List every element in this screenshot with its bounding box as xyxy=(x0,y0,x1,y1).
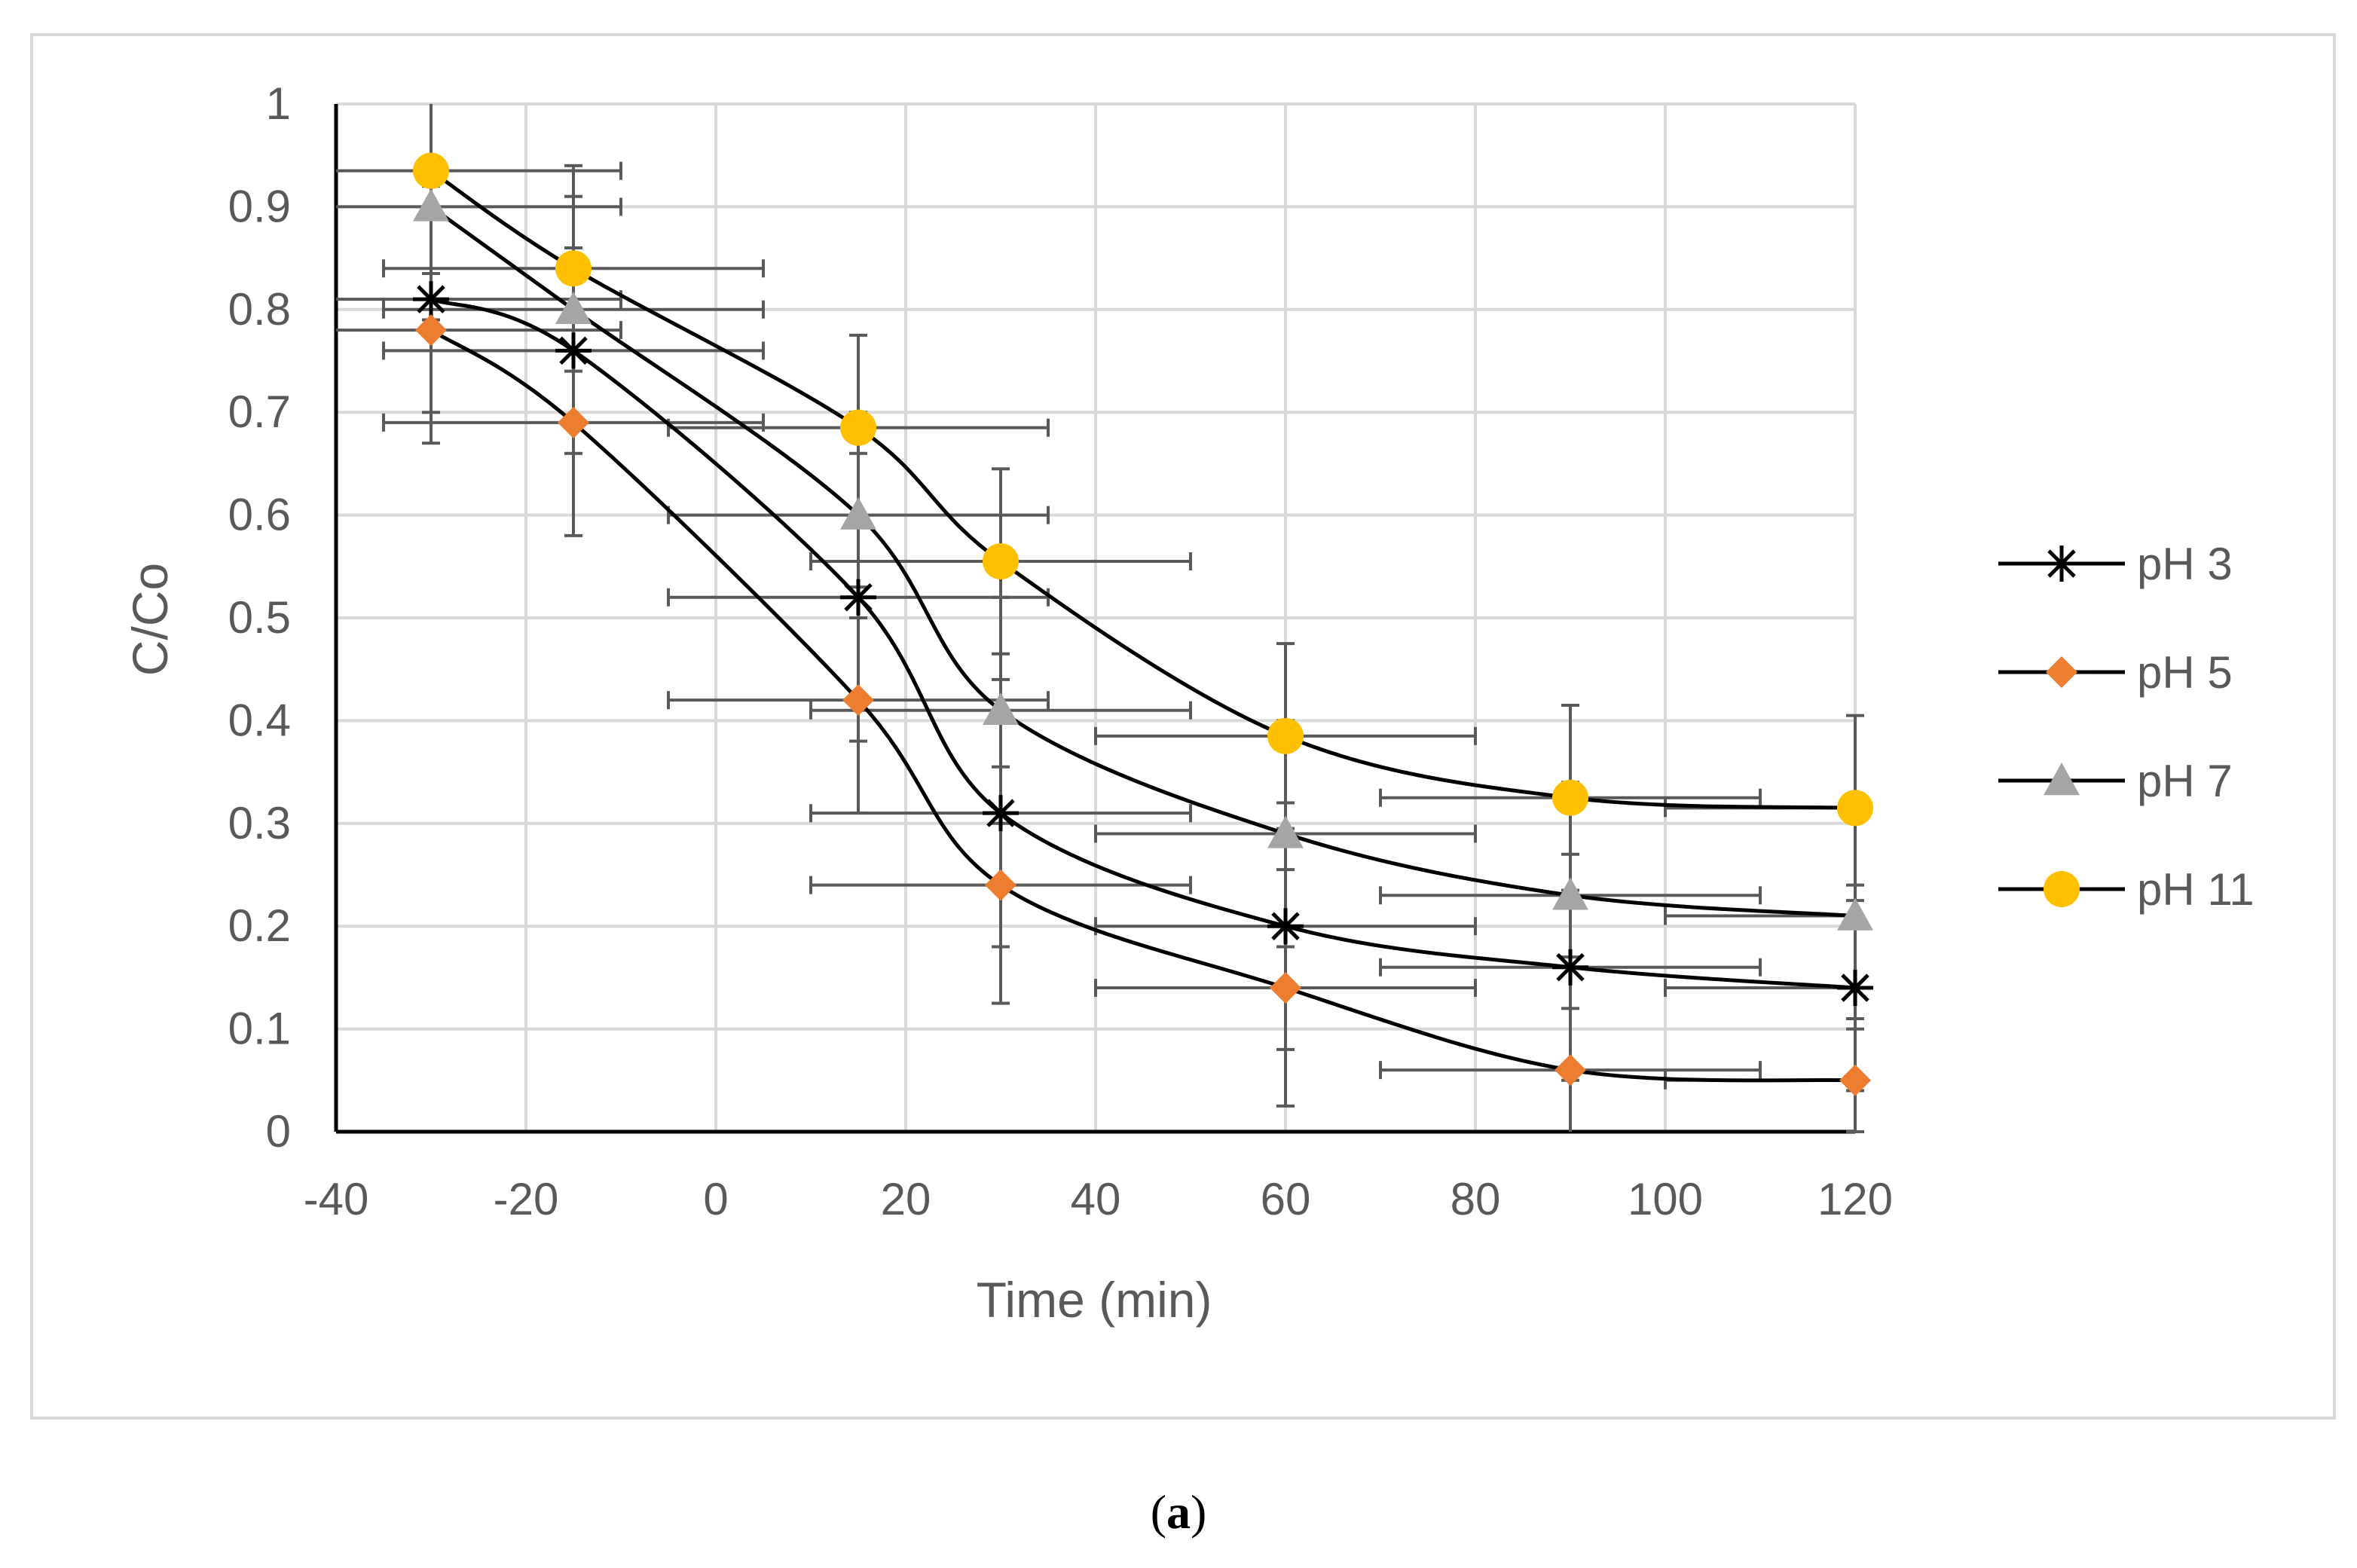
y-tick-label: 0.7 xyxy=(228,387,291,437)
series-markers xyxy=(413,152,1873,1096)
marker-ph-11 xyxy=(840,409,876,446)
y-axis-title: C/Co xyxy=(122,563,178,676)
marker-ph-5 xyxy=(1555,1054,1586,1087)
legend-marker-ph-3 xyxy=(2044,546,2080,582)
asterisk-stroke xyxy=(559,336,588,365)
y-tick-label: 0.9 xyxy=(228,181,291,231)
marker-ph-5 xyxy=(985,869,1016,901)
y-tick-label: 0.2 xyxy=(228,900,291,951)
x-tick-label: 60 xyxy=(1261,1174,1311,1224)
y-tick-label: 0.6 xyxy=(228,490,291,540)
y-tick-label: 0.5 xyxy=(228,592,291,643)
marker-ph-3 xyxy=(1837,970,1873,1007)
marker-ph-5 xyxy=(842,684,874,717)
legend-label-ph-3: pH 3 xyxy=(2137,539,2233,589)
x-tick-label: 0 xyxy=(703,1174,728,1224)
x-tick-label: 20 xyxy=(881,1174,931,1224)
y-tick-label: 1 xyxy=(266,78,291,129)
y-tick-labels: 0 0.1 0.2 0.3 0.4 0.5 0.6 0.7 0.8 0.9 1 xyxy=(228,78,291,1157)
marker-ph-11 xyxy=(1552,779,1588,816)
asterisk-stroke xyxy=(417,285,445,313)
x-tick-label: 120 xyxy=(1817,1174,1893,1224)
marker-ph-11 xyxy=(555,250,592,287)
marker-ph-7 xyxy=(413,188,449,222)
marker-ph-3 xyxy=(840,579,876,616)
caption-letter: a xyxy=(1166,1485,1191,1539)
asterisk-stroke xyxy=(1556,953,1585,982)
legend-marker-ph-5 xyxy=(2046,656,2077,688)
marker-ph-3 xyxy=(1552,949,1588,986)
marker-ph-7 xyxy=(1552,877,1588,910)
x-tick-label: 40 xyxy=(1071,1174,1121,1224)
marker-ph-7 xyxy=(1837,897,1873,931)
x-tick-label: 100 xyxy=(1628,1174,1703,1224)
caption-open-paren: ( xyxy=(1150,1485,1166,1539)
series-lines xyxy=(430,169,1856,1083)
marker-ph-11 xyxy=(983,543,1019,579)
x-tick-label: 80 xyxy=(1451,1174,1501,1224)
asterisk-stroke xyxy=(1271,912,1300,940)
marker-ph-7 xyxy=(555,291,592,324)
marker-ph-11 xyxy=(1837,790,1873,827)
y-tick-label: 0 xyxy=(266,1106,291,1157)
legend-marker-ph-11 xyxy=(2044,871,2080,907)
asterisk-stroke xyxy=(1841,974,1869,1002)
chart-frame xyxy=(30,33,2336,1420)
y-tick-label: 0.8 xyxy=(228,284,291,335)
legend-label-ph-7: pH 7 xyxy=(2137,756,2233,806)
y-tick-label: 0.4 xyxy=(228,695,291,745)
y-tick-label: 0.1 xyxy=(228,1004,291,1054)
x-tick-label: -40 xyxy=(304,1174,369,1224)
legend-label-ph-11: pH 11 xyxy=(2137,864,2255,915)
legend: pH 3 pH 5 pH 7 pH 11 xyxy=(1998,539,2255,915)
marker-ph-11 xyxy=(413,152,449,189)
marker-ph-5 xyxy=(558,406,589,439)
y-tick-label: 0.3 xyxy=(228,798,291,848)
x-tick-label: -20 xyxy=(494,1174,559,1224)
marker-ph-3 xyxy=(555,332,592,369)
marker-ph-3 xyxy=(1267,908,1304,945)
x-axis-title: Time (min) xyxy=(977,1272,1212,1328)
marker-ph-3 xyxy=(983,795,1019,832)
marker-ph-11 xyxy=(1267,717,1304,754)
legend-label-ph-5: pH 5 xyxy=(2137,647,2233,698)
series-line-ph-3 xyxy=(430,297,1856,990)
marker-ph-3 xyxy=(413,281,449,318)
marker-ph-7 xyxy=(840,497,876,530)
marker-ph-5 xyxy=(1270,972,1301,1004)
figure-caption: (a) xyxy=(0,1484,2357,1540)
asterisk-stroke xyxy=(844,582,873,612)
marker-ph-5 xyxy=(415,314,447,347)
x-tick-labels: -40 -20 0 20 40 60 80 100 120 xyxy=(304,1174,1893,1224)
marker-ph-7 xyxy=(1267,815,1304,848)
axes xyxy=(334,104,1855,1134)
marker-ph-5 xyxy=(1839,1064,1871,1096)
asterisk-stroke xyxy=(2047,549,2076,578)
marker-ph-7 xyxy=(983,692,1019,725)
caption-close-paren: ) xyxy=(1191,1485,1207,1539)
asterisk-stroke xyxy=(986,799,1015,827)
legend-marker-ph-7 xyxy=(2044,763,2080,796)
